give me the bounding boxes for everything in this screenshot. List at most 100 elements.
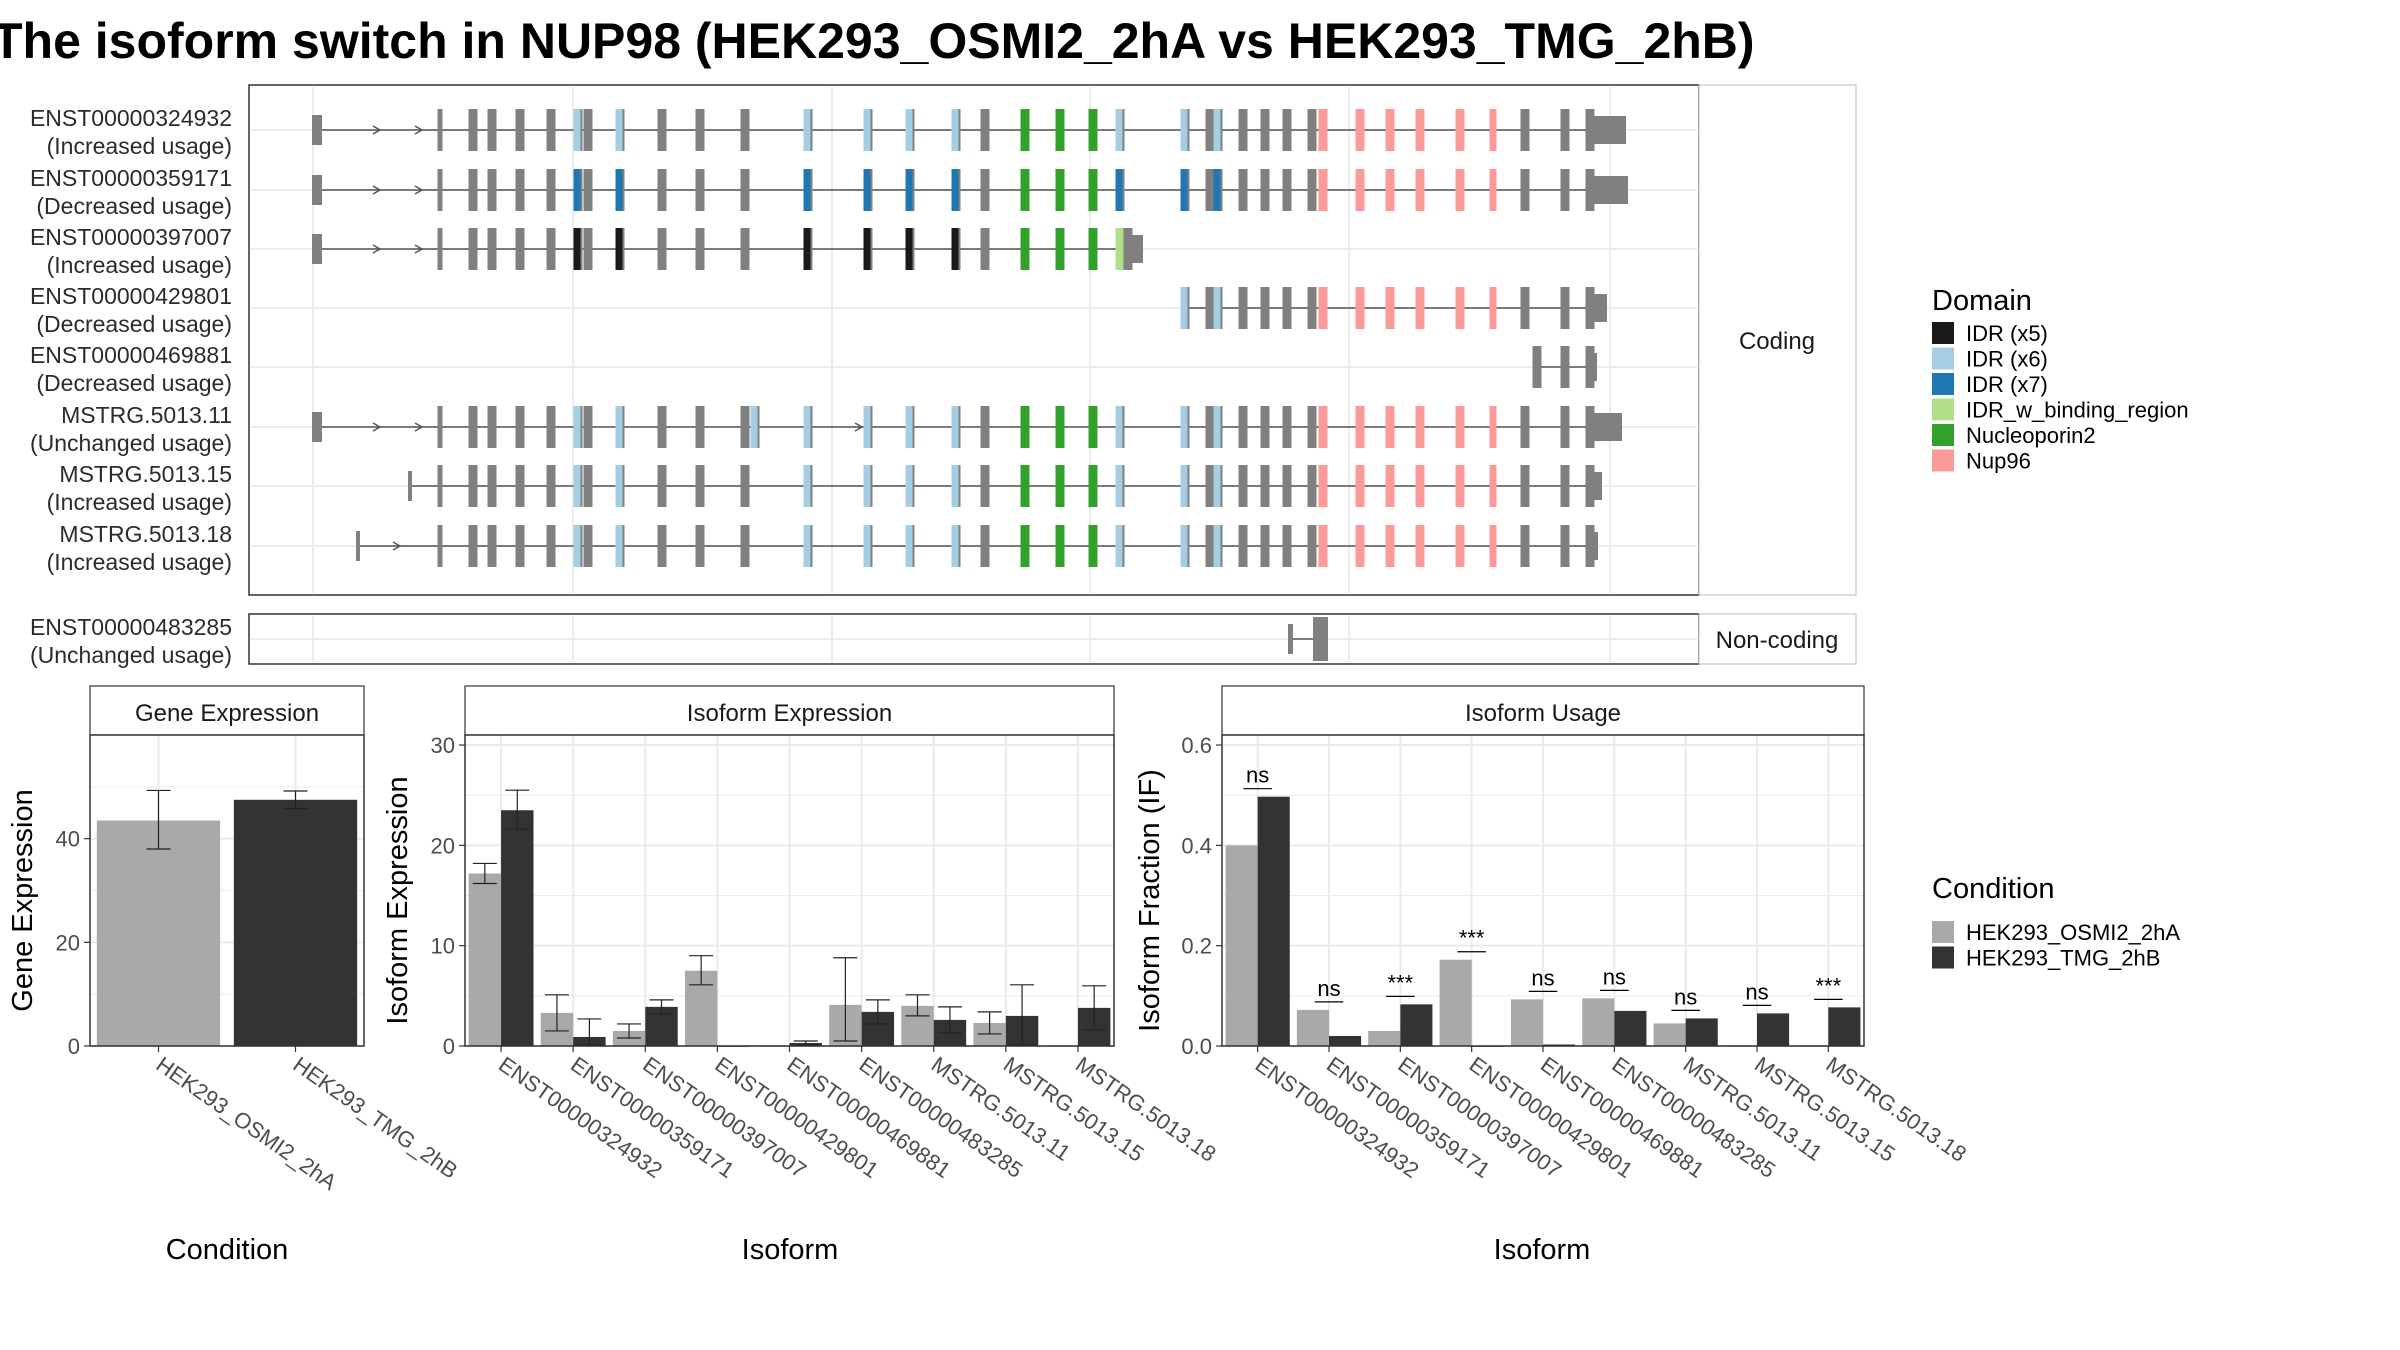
isoform-expression-panel: Isoform Expression0102030ENST00000324932… [382,685,1221,1266]
transcript-id-label: ENST00000469881 [30,342,232,368]
exon [740,525,750,567]
bar [1400,1004,1433,1046]
exon [1205,109,1215,151]
exon [657,109,667,151]
exon [615,109,625,151]
exon [573,109,583,151]
transcript-usage-label: (Increased usage) [47,549,232,575]
exon-edge [958,406,961,448]
exon [1520,109,1530,151]
exon [1020,228,1030,270]
exon-edge [580,109,583,151]
exon [1385,525,1395,567]
x-axis-title: Isoform [742,1234,839,1266]
exon [583,525,593,567]
exon-edge [870,525,873,567]
exon [1455,406,1465,448]
y-axis-title: Gene Expression [7,789,39,1011]
exon-edge [958,109,961,151]
plot-border [89,734,365,1047]
exon [951,406,961,448]
exon [487,169,497,211]
exon [1205,525,1215,567]
exon [1520,287,1530,329]
exon [1282,109,1292,151]
exon [1238,525,1248,567]
exon [437,109,443,151]
exon [1282,406,1292,448]
transcript-id-label: ENST00000397007 [30,224,232,250]
exon [515,525,525,567]
exon [1415,287,1425,329]
exon [1088,406,1098,448]
exon [1489,169,1497,211]
exon-edge [1220,525,1223,567]
exon [1055,465,1065,507]
exon-edge [622,406,625,448]
exon [1415,406,1425,448]
exon [615,169,625,211]
exon [951,109,961,151]
utr-block [408,471,412,501]
exon-edge [1187,406,1190,448]
exon [1238,287,1248,329]
exon [1318,109,1328,151]
exon [1238,169,1248,211]
exon [1180,169,1190,211]
exon [905,169,915,211]
utr-block [1128,235,1143,263]
bar [1653,1023,1686,1046]
domain-legend-items: IDR (x5)IDR (x6)IDR (x7)IDR_w_binding_re… [1932,321,2189,474]
exon [487,406,497,448]
exon [951,228,961,270]
exon-edge [1187,465,1190,507]
exon [546,406,556,448]
exon [1282,287,1292,329]
exon-edge [810,169,813,211]
exon [803,169,813,211]
exon [1489,465,1497,507]
strand-arrow [854,422,864,432]
strand-arrow [392,541,402,551]
exon [1385,169,1395,211]
exon-edge [622,525,625,567]
exon-edge [912,169,915,211]
exon-edge [1122,169,1125,211]
exon-edge [1187,169,1190,211]
exon [1180,465,1190,507]
exon-edge [1122,525,1125,567]
exon [695,525,705,567]
exon [951,525,961,567]
panel-strip-title: Isoform Expression [687,700,892,727]
transcript-row [1180,287,1607,329]
exon-edge [912,465,915,507]
exon-edge [958,169,961,211]
exon [1307,169,1317,211]
exon-edge [870,109,873,151]
exon-edge [810,109,813,151]
exon [1205,465,1215,507]
exon-edge [1122,406,1125,448]
panel-strip [1221,685,1865,736]
strand-arrow [372,185,382,195]
exon [863,228,873,270]
exon [863,406,873,448]
exon [1115,525,1125,567]
exon [1205,169,1215,211]
transcript-usage-label: (Increased usage) [47,133,232,159]
exon [1489,406,1497,448]
exon [740,109,750,151]
exon [1020,525,1030,567]
exon [1260,109,1270,151]
transcript-row [312,406,1622,448]
y-tick-label: 0 [68,1034,80,1059]
exon-edge [810,406,813,448]
utr-block [312,175,322,205]
exon [1385,406,1395,448]
exon [573,465,583,507]
exon [980,109,990,151]
exon [546,465,556,507]
exon [1213,169,1223,211]
exon-edge [912,228,915,270]
